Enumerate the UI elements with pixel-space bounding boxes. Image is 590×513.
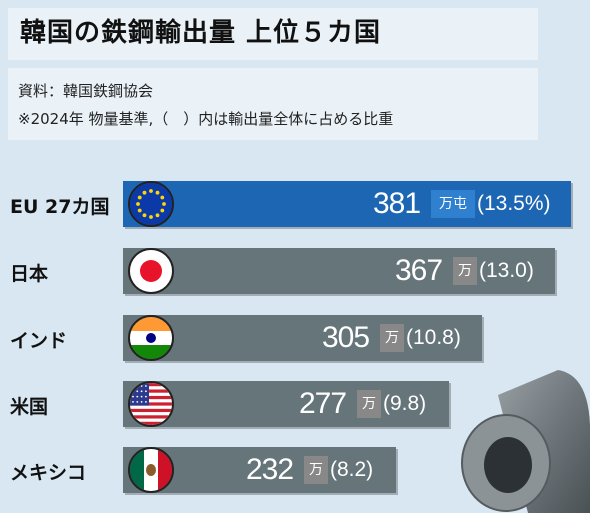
unit-label: 万 bbox=[304, 456, 328, 484]
source-text: 資料：韓国鉄鋼協会 bbox=[18, 82, 154, 100]
usa-flag-icon bbox=[128, 381, 174, 427]
share-label: (13.0) bbox=[479, 259, 534, 282]
value-label: 305 bbox=[322, 321, 370, 354]
unit-label: 万 bbox=[453, 257, 477, 285]
page-title: 韓国の鉄鋼輸出量 上位５カ国 bbox=[20, 18, 382, 48]
category-label: EU 27カ国 bbox=[10, 196, 110, 218]
category-label: 日本 bbox=[10, 263, 49, 285]
bar bbox=[123, 248, 555, 294]
share-label: (13.5%) bbox=[477, 192, 551, 215]
value-label: 367 bbox=[395, 254, 443, 287]
unit-label: 万 bbox=[357, 390, 381, 418]
mexico-flag-icon bbox=[128, 447, 174, 493]
bar bbox=[123, 381, 449, 427]
value-label: 381 bbox=[373, 187, 421, 220]
category-label: インド bbox=[10, 330, 68, 352]
category-label: 米国 bbox=[10, 396, 49, 418]
share-label: (10.8) bbox=[406, 326, 461, 349]
unit-label: 万屯 bbox=[431, 190, 475, 218]
category-label: メキシコ bbox=[10, 462, 87, 484]
share-label: (8.2) bbox=[330, 458, 374, 481]
bar bbox=[123, 315, 482, 361]
value-label: 232 bbox=[246, 453, 294, 486]
steel-pipe-icon bbox=[461, 370, 590, 513]
unit-label: 万 bbox=[380, 324, 404, 352]
india-flag-icon bbox=[128, 315, 174, 361]
title-panel bbox=[8, 8, 538, 60]
note-panel bbox=[8, 68, 538, 140]
bar bbox=[123, 181, 571, 227]
footnote-text: ※2024年 物量基準,（ ）内は輸出量全体に占める比重 bbox=[18, 110, 394, 128]
value-label: 277 bbox=[299, 387, 347, 420]
share-label: (9.8) bbox=[383, 392, 427, 415]
eu-flag-icon bbox=[128, 181, 174, 227]
japan-flag-icon bbox=[128, 248, 174, 294]
